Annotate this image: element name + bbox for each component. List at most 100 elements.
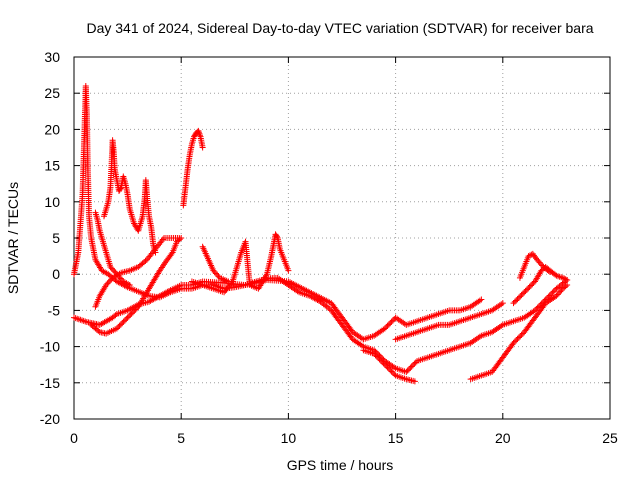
data-point	[379, 358, 386, 365]
y-tick-label: -20	[40, 411, 60, 427]
series-track-f	[180, 127, 206, 209]
data-point	[533, 306, 540, 313]
y-tick-label: 15	[44, 158, 60, 174]
data-point	[155, 269, 162, 276]
series-track-a	[71, 82, 571, 375]
data-point	[212, 270, 219, 277]
series-track-c	[88, 235, 185, 337]
data-point	[373, 353, 380, 360]
data-point	[412, 359, 419, 366]
data-point	[112, 312, 119, 319]
data-point	[562, 283, 569, 290]
data-point	[514, 296, 521, 303]
data-point	[168, 250, 175, 257]
data-point	[95, 327, 102, 334]
data-point	[384, 322, 391, 329]
grid-lines	[74, 57, 610, 419]
data-point	[525, 285, 532, 292]
data-point	[152, 249, 159, 256]
data-point	[519, 290, 526, 297]
axis-ticks: 0 5 10 15 20 25 -20 -15 -10 -5 0 5 10 15 20 25 30	[40, 49, 618, 446]
x-tick-label: 5	[177, 430, 185, 446]
data-point	[115, 272, 122, 279]
data-point	[380, 360, 387, 367]
y-tick-label: 20	[44, 121, 60, 137]
data-point	[195, 127, 202, 134]
data-point	[113, 271, 120, 278]
data-point	[558, 287, 565, 294]
data-point	[553, 292, 560, 299]
data-point	[129, 309, 136, 316]
data-point	[108, 265, 115, 272]
data-point	[196, 132, 203, 139]
data-point	[522, 287, 529, 294]
data-point	[525, 253, 532, 260]
data-point	[528, 251, 535, 258]
data-point	[105, 279, 112, 286]
data-point	[109, 274, 116, 281]
data-point	[549, 289, 556, 296]
data-point	[107, 263, 114, 270]
data-point	[111, 268, 118, 275]
data-point	[125, 313, 132, 320]
data-point	[110, 266, 117, 273]
data-point	[561, 275, 568, 282]
data-point	[529, 281, 536, 288]
y-tick-label: -5	[48, 302, 61, 318]
series-track-g	[188, 231, 292, 296]
data-point	[514, 335, 521, 342]
data-point	[215, 273, 222, 280]
data-point	[499, 300, 506, 307]
data-point	[123, 315, 130, 322]
data-point	[225, 278, 232, 285]
data-point	[388, 368, 395, 375]
data-point	[406, 366, 412, 373]
data-point	[545, 268, 552, 275]
x-tick-label: 0	[70, 430, 78, 446]
data-point	[116, 274, 123, 281]
y-tick-label: 10	[44, 194, 60, 210]
data-point	[517, 333, 524, 340]
data-point	[196, 130, 203, 137]
data-point	[391, 371, 398, 378]
series-track-m	[516, 250, 553, 281]
x-tick-label: 20	[495, 430, 511, 446]
data-point	[548, 291, 555, 298]
data-point	[199, 144, 206, 151]
data-point	[515, 294, 522, 301]
series-track-d	[101, 137, 159, 256]
data-point	[107, 277, 114, 284]
data-point	[371, 350, 378, 357]
data-point	[127, 311, 134, 318]
data-point	[384, 364, 391, 371]
y-tick-label: -15	[40, 375, 60, 391]
data-point	[387, 367, 394, 374]
data-point	[536, 259, 543, 266]
data-point	[388, 318, 395, 325]
data-point	[521, 289, 528, 296]
data-point	[376, 356, 383, 363]
data-point	[554, 291, 561, 298]
data-point	[515, 334, 522, 341]
data-point	[133, 305, 140, 312]
data-point	[389, 317, 396, 324]
series-track-h	[199, 243, 232, 285]
data-point	[132, 306, 139, 313]
data-point	[131, 307, 138, 314]
y-tick-label: 30	[44, 49, 60, 65]
data-point	[552, 287, 559, 294]
data-point	[385, 321, 392, 328]
data-point	[210, 267, 217, 274]
data-point	[531, 307, 538, 314]
data-point	[511, 298, 518, 305]
data-point	[564, 276, 571, 283]
data-point	[534, 256, 541, 263]
y-tick-label: 0	[52, 266, 60, 282]
y-tick-label: 25	[44, 85, 60, 101]
data-point	[385, 365, 392, 372]
data-point	[546, 269, 553, 276]
data-point	[517, 293, 524, 300]
data-point	[510, 339, 517, 346]
data-point	[557, 288, 564, 295]
data-point	[511, 338, 518, 345]
